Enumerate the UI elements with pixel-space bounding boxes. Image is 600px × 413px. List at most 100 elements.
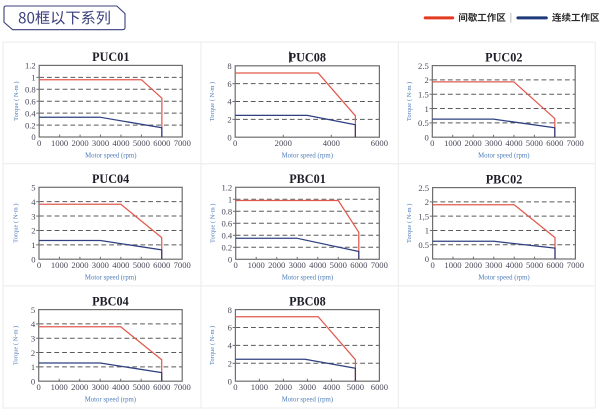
svg-text:2000: 2000 — [275, 138, 292, 148]
svg-text:Torque ( N-m ): Torque ( N-m ) — [12, 326, 19, 365]
svg-text:3: 3 — [31, 333, 35, 343]
svg-text:3000: 3000 — [92, 382, 109, 392]
svg-text:PBC08: PBC08 — [289, 294, 326, 308]
svg-text:0: 0 — [227, 132, 231, 142]
svg-text:Motor speed (rpm): Motor speed (rpm) — [478, 153, 529, 160]
svg-text:2000: 2000 — [71, 260, 88, 270]
svg-text:1: 1 — [31, 73, 35, 83]
svg-text:Motor speed (rpm): Motor speed (rpm) — [282, 275, 333, 282]
svg-text:5000: 5000 — [347, 382, 364, 392]
svg-text:4: 4 — [228, 341, 233, 351]
svg-text:3000: 3000 — [289, 260, 306, 270]
svg-text:6000: 6000 — [350, 260, 367, 270]
svg-text:Motor speed (rpm): Motor speed (rpm) — [85, 397, 136, 404]
svg-text:4: 4 — [31, 319, 36, 329]
svg-text:Torque ( N-m ): Torque ( N-m ) — [209, 82, 216, 121]
svg-text:0: 0 — [233, 138, 237, 148]
svg-text:2: 2 — [227, 115, 231, 125]
svg-text:2000: 2000 — [465, 138, 482, 148]
svg-text:0: 0 — [425, 254, 429, 264]
svg-text:2000: 2000 — [465, 260, 482, 270]
svg-text:Torque ( N-m ): Torque ( N-m ) — [406, 204, 413, 243]
svg-text:2: 2 — [31, 348, 35, 358]
svg-text:6000: 6000 — [371, 382, 388, 392]
svg-text:1,5: 1,5 — [418, 211, 429, 221]
svg-text:2000: 2000 — [71, 382, 88, 392]
svg-text:1000: 1000 — [51, 260, 68, 270]
svg-text:Motor speed (rpm): Motor speed (rpm) — [85, 152, 136, 159]
svg-text:4000: 4000 — [323, 138, 340, 148]
svg-text:PUC08: PUC08 — [289, 51, 326, 65]
svg-text:0.6: 0.6 — [25, 96, 36, 106]
svg-text:PUC02: PUC02 — [485, 50, 522, 64]
svg-text:3000: 3000 — [299, 382, 316, 392]
svg-text:2.5: 2.5 — [418, 61, 429, 71]
svg-text:Torque ( N-m ): Torque ( N-m ) — [13, 203, 20, 242]
svg-text:1: 1 — [31, 362, 35, 372]
svg-text:0: 0 — [430, 260, 434, 270]
svg-text:7000: 7000 — [371, 260, 388, 270]
svg-text:1000: 1000 — [51, 138, 68, 148]
svg-text:1000: 1000 — [51, 382, 68, 392]
svg-text:3000: 3000 — [92, 260, 109, 270]
svg-text:0.5: 0.5 — [418, 118, 429, 128]
svg-text:4: 4 — [31, 197, 36, 207]
svg-text:0.8: 0.8 — [25, 84, 36, 94]
svg-text:0.4: 0.4 — [25, 108, 36, 118]
svg-text:6000: 6000 — [153, 260, 170, 270]
svg-text:1: 1 — [31, 240, 35, 250]
svg-text:1000: 1000 — [248, 260, 265, 270]
svg-text:Motor speed (rpm): Motor speed (rpm) — [85, 275, 136, 282]
svg-text:0: 0 — [234, 260, 238, 270]
svg-text:7000: 7000 — [174, 382, 191, 392]
svg-text:6: 6 — [227, 79, 232, 89]
svg-text:4000: 4000 — [112, 260, 129, 270]
svg-text:4: 4 — [227, 97, 232, 107]
svg-text:Torque ( N-m ): Torque ( N-m ) — [209, 204, 216, 243]
svg-text:6000: 6000 — [153, 382, 170, 392]
svg-text:8: 8 — [228, 305, 232, 315]
svg-text:0: 0 — [31, 132, 35, 142]
svg-text:7000: 7000 — [567, 138, 584, 148]
svg-text:2: 2 — [228, 359, 232, 369]
svg-text:6000: 6000 — [371, 138, 388, 148]
svg-text:PUC04: PUC04 — [92, 172, 129, 186]
svg-text:0.6: 0.6 — [221, 219, 232, 229]
svg-text:0: 0 — [228, 376, 232, 386]
svg-text:PBC04: PBC04 — [92, 294, 129, 308]
svg-text:6: 6 — [228, 323, 233, 333]
svg-text:5000: 5000 — [133, 138, 150, 148]
svg-text:7000: 7000 — [174, 260, 191, 270]
svg-text:5000: 5000 — [526, 138, 543, 148]
svg-text:2: 2 — [425, 197, 429, 207]
svg-text:4000: 4000 — [112, 138, 129, 148]
svg-text:Motor speed (rpm): Motor speed (rpm) — [478, 274, 529, 281]
svg-text:0.5: 0.5 — [418, 240, 429, 250]
svg-text:1000: 1000 — [444, 138, 461, 148]
svg-text:0: 0 — [31, 254, 35, 264]
svg-text:1.2: 1.2 — [25, 61, 36, 71]
svg-text:2000: 2000 — [71, 138, 88, 148]
svg-text:3000: 3000 — [485, 260, 502, 270]
svg-text:3000: 3000 — [92, 138, 109, 148]
svg-text:PBC01: PBC01 — [289, 172, 326, 186]
svg-text:Torque ( N-m ): Torque ( N-m ) — [209, 326, 216, 365]
svg-text:PUC01: PUC01 — [92, 50, 129, 64]
svg-text:0.2: 0.2 — [25, 120, 36, 130]
svg-text:0.2: 0.2 — [221, 243, 232, 253]
svg-text:2000: 2000 — [275, 382, 292, 392]
svg-text:7000: 7000 — [174, 138, 191, 148]
svg-text:5: 5 — [31, 305, 35, 315]
svg-text:1000: 1000 — [251, 382, 268, 392]
svg-text:5000: 5000 — [133, 382, 150, 392]
svg-text:0: 0 — [430, 138, 434, 148]
svg-text:2.5: 2.5 — [418, 183, 429, 193]
svg-text:7000: 7000 — [567, 260, 584, 270]
svg-text:4000: 4000 — [112, 382, 129, 392]
svg-text:0: 0 — [37, 260, 41, 270]
svg-text:4000: 4000 — [323, 382, 340, 392]
svg-text:PBC02: PBC02 — [486, 172, 523, 186]
svg-text:0: 0 — [228, 255, 232, 265]
svg-text:1: 1 — [228, 195, 232, 205]
svg-text:2: 2 — [425, 75, 429, 85]
